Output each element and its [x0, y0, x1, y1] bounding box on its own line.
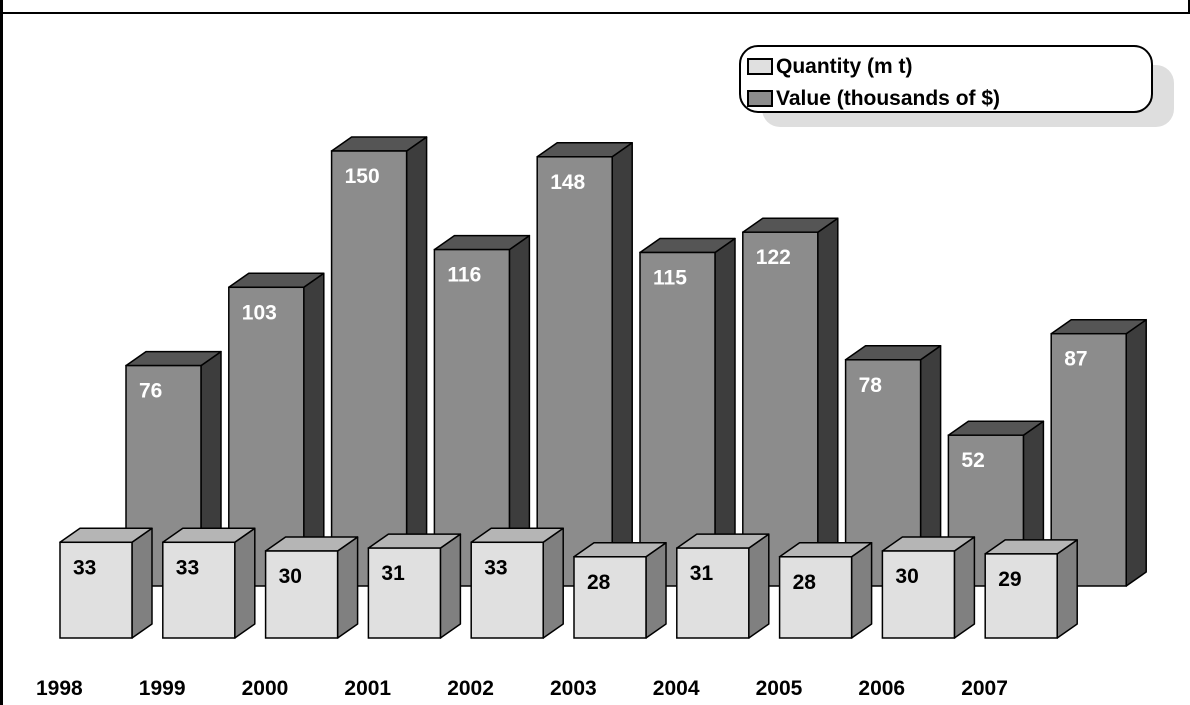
quantity-bar-front	[59, 541, 133, 639]
value-bar-front	[639, 251, 716, 587]
quantity-bar-2005: 28	[778, 542, 873, 639]
quantity-bar-2006: 30	[881, 536, 976, 639]
value-bar-2003: 115	[639, 237, 736, 587]
value-bar-2002: 148	[536, 142, 633, 587]
quantity-bar-2000: 30	[264, 536, 359, 639]
quantity-data-label: 33	[73, 556, 96, 579]
quantity-data-label: 30	[279, 565, 302, 588]
value-series-layer: 76 103 150 116 148 115 122 78 52 87	[125, 136, 1147, 587]
quantity-bar-side	[336, 536, 359, 639]
x-tick-label-2000: 2000	[242, 677, 289, 700]
value-bar-2004: 122	[742, 217, 839, 587]
value-data-label: 103	[242, 301, 277, 324]
legend-box	[739, 45, 1153, 113]
quantity-bar-front	[470, 541, 544, 639]
value-bar-side	[611, 142, 633, 587]
quantity-bar-front	[162, 541, 236, 639]
chart-frame-right	[1188, 0, 1190, 14]
quantity-data-label: 33	[484, 556, 507, 579]
legend: Quantity (m t) Value (thousands of $)	[739, 45, 1174, 127]
quantity-data-label: 29	[998, 568, 1021, 591]
x-tick-label-2007: 2007	[961, 677, 1008, 700]
quantity-bar-side	[234, 527, 256, 639]
value-bar-1999: 103	[228, 272, 325, 587]
quantity-bar-side	[645, 542, 667, 639]
quantity-data-label: 28	[793, 571, 817, 594]
quantity-data-label: 31	[690, 562, 714, 585]
quantity-bar-2003: 28	[573, 542, 667, 639]
value-bar-front	[536, 156, 613, 587]
quantity-bar-front	[778, 556, 853, 639]
x-tick-label-1999: 1999	[139, 677, 186, 700]
quantity-bar-side	[131, 527, 153, 639]
x-tick-label-2001: 2001	[344, 677, 391, 700]
value-data-label: 122	[756, 246, 791, 269]
value-bar-side	[817, 217, 839, 587]
quantity-bar-front	[367, 547, 442, 639]
quantity-bar-front	[573, 556, 647, 639]
x-tick-label-2003: 2003	[550, 677, 597, 700]
quantity-data-label: 30	[895, 565, 918, 588]
value-data-label: 87	[1064, 348, 1087, 371]
quantity-bar-1998: 33	[59, 527, 153, 639]
legend-swatch-value	[747, 90, 773, 107]
x-tick-label-2006: 2006	[858, 677, 905, 700]
quantity-bar-side	[1056, 539, 1078, 639]
quantity-bar-2001: 31	[367, 533, 462, 639]
value-data-label: 76	[139, 380, 162, 403]
x-tick-label-2002: 2002	[447, 677, 494, 700]
quantity-data-label: 28	[587, 571, 611, 594]
value-data-label: 78	[859, 374, 883, 397]
value-bar-front	[742, 231, 819, 587]
quantity-bar-side	[439, 533, 462, 639]
value-bar-2000: 150	[330, 136, 428, 587]
quantity-bar-front	[984, 553, 1058, 639]
legend-label-value: Value (thousands of $)	[776, 87, 1000, 110]
x-tick-label-1998: 1998	[36, 677, 83, 700]
quantity-bar-side	[542, 527, 564, 639]
x-axis-tick-labels: 1998 1999 2000 2001 2002 2003 2004 2005 2006 2007	[36, 677, 1008, 700]
value-data-label: 148	[550, 171, 585, 194]
legend-label-quantity: Quantity (m t)	[776, 55, 913, 78]
value-bar-side	[405, 136, 428, 587]
value-data-label: 116	[447, 264, 481, 287]
quantity-bar-2004: 31	[676, 533, 770, 639]
x-tick-label-2004: 2004	[653, 677, 700, 700]
quantity-bar-1999: 33	[162, 527, 256, 639]
x-tick-label-2005: 2005	[756, 677, 803, 700]
quantity-bar-2007: 29	[984, 539, 1078, 639]
quantity-bar-side	[748, 533, 770, 639]
quantity-data-label: 33	[176, 556, 199, 579]
quantity-bar-front	[676, 547, 750, 639]
quantity-series-layer: 33 33 30 31 33 28 31 28 30 29	[59, 527, 1078, 639]
quantity-bar-front	[881, 550, 956, 639]
value-bar-front	[330, 150, 408, 587]
quantity-bar-2002: 33	[470, 527, 564, 639]
value-data-label: 52	[961, 449, 984, 472]
quantity-data-label: 31	[381, 562, 405, 585]
quantity-bar-side	[953, 536, 976, 639]
value-bar-2001: 116	[433, 234, 531, 587]
quantity-bar-front	[264, 550, 339, 639]
chart-frame-top	[0, 0, 1190, 14]
quantity-bar-side	[850, 542, 873, 639]
legend-swatch-quantity	[747, 58, 773, 75]
value-data-label: 150	[345, 165, 380, 188]
chart-frame-left	[0, 0, 3, 705]
value-data-label: 115	[653, 267, 687, 290]
value-bar-side	[1125, 318, 1147, 587]
